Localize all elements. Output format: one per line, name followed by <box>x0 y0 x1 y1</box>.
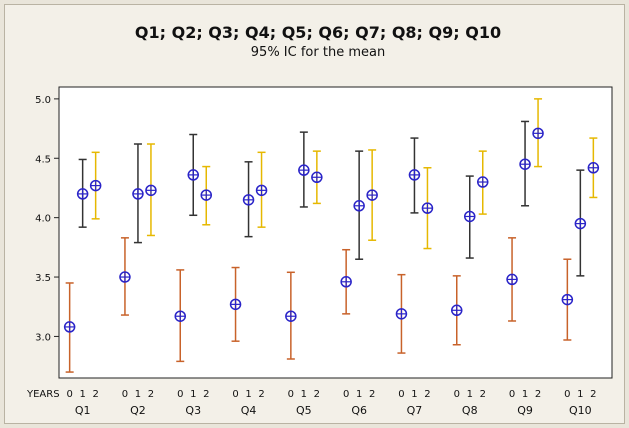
interval-plot: Q1; Q2; Q3; Q4; Q5; Q6; Q7; Q8; Q9; Q10 … <box>26 23 613 417</box>
level-label: 2 <box>148 389 154 400</box>
level-label: 1 <box>411 389 417 400</box>
level-label: 1 <box>577 389 583 400</box>
level-label: 2 <box>590 389 596 400</box>
level-label: 0 <box>454 389 460 400</box>
level-label: 0 <box>564 389 570 400</box>
level-label: 0 <box>509 389 515 400</box>
level-label: 1 <box>467 389 473 400</box>
level-label: 1 <box>79 389 85 400</box>
level-label: 1 <box>356 389 362 400</box>
level-label: 0 <box>232 389 238 400</box>
y-tick-label: 5.0 <box>35 95 51 106</box>
level-label: 0 <box>343 389 349 400</box>
group-label: Q4 <box>241 404 257 417</box>
group-label: Q1 <box>75 404 91 417</box>
level-label: 2 <box>535 389 541 400</box>
y-tick-label: 4.0 <box>35 214 51 225</box>
group-label: Q10 <box>569 404 592 417</box>
level-label: 0 <box>66 389 72 400</box>
chart-subtitle: 95% IC for the mean <box>251 45 385 60</box>
y-axis: 3.0 3.5 4.0 4.5 5.0 <box>35 95 59 343</box>
y-tick-label: 3.0 <box>35 332 51 343</box>
plot-area <box>58 86 613 379</box>
group-label: Q3 <box>185 404 201 417</box>
y-tick-label: 3.5 <box>35 273 51 284</box>
y-tick-label: 4.5 <box>35 154 51 165</box>
x-axis-label: YEARS <box>26 389 60 400</box>
group-label: Q7 <box>407 404 423 417</box>
group-label: Q6 <box>351 404 367 417</box>
level-label: 2 <box>203 389 209 400</box>
level-label: 0 <box>398 389 404 400</box>
level-label: 2 <box>92 389 98 400</box>
level-label: 2 <box>424 389 430 400</box>
group-label: Q2 <box>130 404 146 417</box>
group-label: Q9 <box>517 404 533 417</box>
level-label: 2 <box>258 389 264 400</box>
group-label: Q8 <box>462 404 478 417</box>
level-label: 1 <box>245 389 251 400</box>
level-label: 0 <box>177 389 183 400</box>
chart-frame: Q1; Q2; Q3; Q4; Q5; Q6; Q7; Q8; Q9; Q10 … <box>4 4 625 424</box>
level-label: 0 <box>288 389 294 400</box>
level-label: 0 <box>122 389 128 400</box>
level-label: 1 <box>190 389 196 400</box>
level-label: 2 <box>314 389 320 400</box>
level-label: 2 <box>369 389 375 400</box>
interval-marks <box>63 98 600 373</box>
chart-title: Q1; Q2; Q3; Q4; Q5; Q6; Q7; Q8; Q9; Q10 <box>135 23 501 42</box>
level-label: 1 <box>522 389 528 400</box>
group-label: Q5 <box>296 404 312 417</box>
level-label: 1 <box>301 389 307 400</box>
level-label: 1 <box>135 389 141 400</box>
level-label: 2 <box>480 389 486 400</box>
